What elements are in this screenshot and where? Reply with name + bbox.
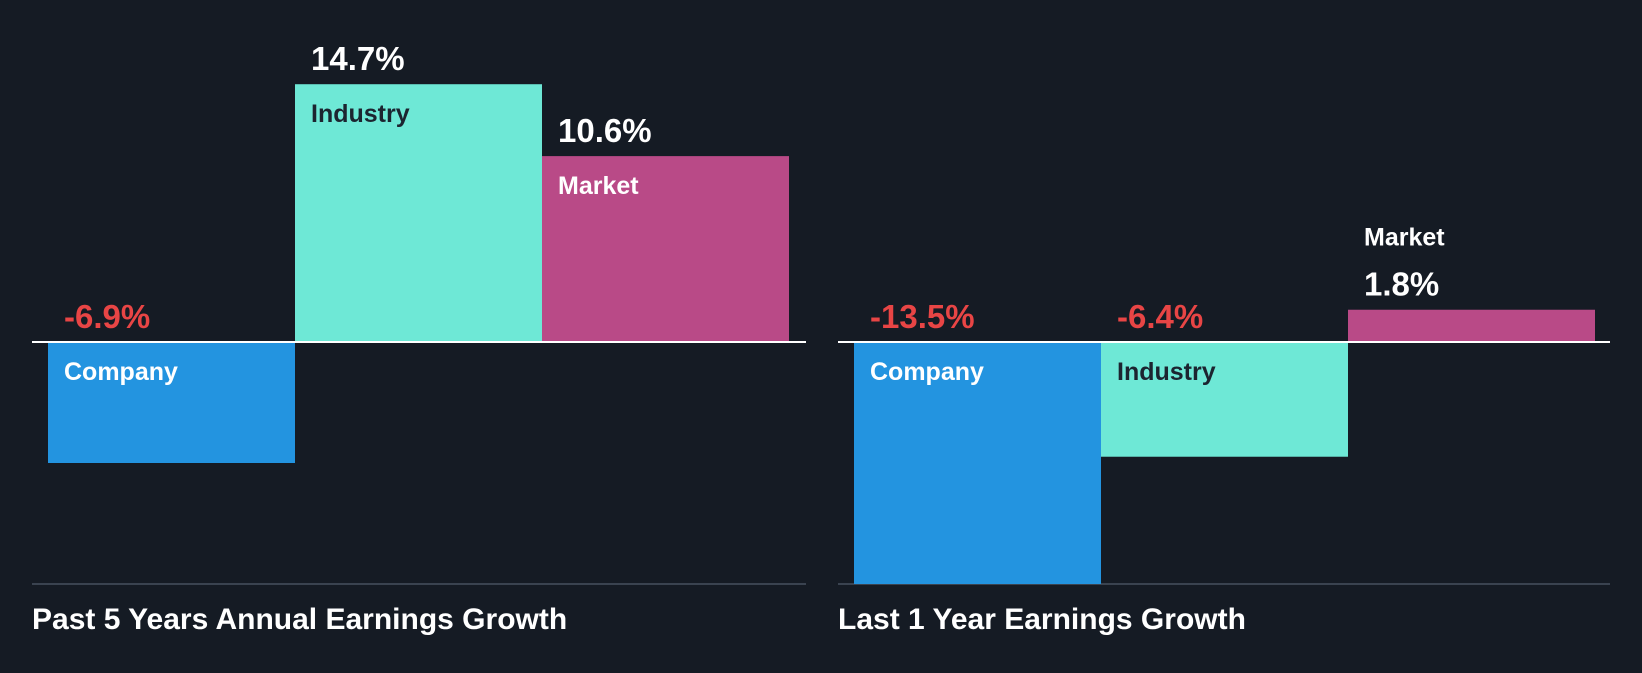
bar-market	[1348, 309, 1595, 342]
bar-label-market: Market	[558, 172, 639, 200]
bar-label-company: Company	[64, 358, 178, 386]
value-label-market: 1.8%	[1364, 266, 1439, 303]
bar-market	[542, 156, 789, 342]
value-label-company: -13.5%	[870, 298, 975, 335]
chart-title-last-1-year: Last 1 Year Earnings Growth	[838, 603, 1246, 636]
chart-past-5-years: Company -6.9% Industry 14.7% Market 10.6%	[32, 40, 806, 585]
value-label-market: 10.6%	[558, 112, 652, 149]
bar-label-market: Market	[1364, 224, 1445, 252]
bar-label-industry: Industry	[311, 100, 410, 128]
chart-last-1-year: Company -13.5% Industry -6.4% Market 1.8%	[838, 224, 1610, 585]
value-label-industry: 14.7%	[311, 40, 405, 77]
chart-title-past-5-years: Past 5 Years Annual Earnings Growth	[32, 603, 568, 636]
value-label-company: -6.9%	[64, 298, 150, 335]
bar-company	[48, 342, 295, 463]
bar-industry	[1101, 342, 1348, 457]
bar-industry	[295, 84, 542, 342]
value-label-industry: -6.4%	[1117, 298, 1203, 335]
bar-label-industry: Industry	[1117, 358, 1216, 386]
bar-label-company: Company	[870, 358, 984, 386]
bar-company	[854, 342, 1101, 584]
